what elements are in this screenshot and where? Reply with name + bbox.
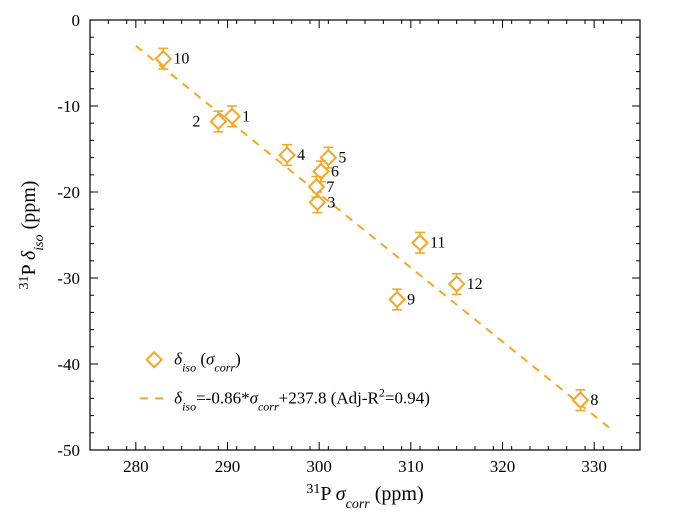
y-tick-label: 0 — [72, 11, 81, 30]
point-label: 8 — [590, 392, 598, 409]
data-point: 1 — [225, 106, 251, 127]
fit-line — [136, 46, 613, 431]
y-tick-label: -30 — [57, 269, 80, 288]
point-label: 11 — [430, 235, 445, 252]
scatter-chart: 280290300310320330-50-40-30-20-100123456… — [0, 0, 675, 519]
x-tick-label: 290 — [215, 457, 241, 476]
point-label: 5 — [338, 150, 346, 167]
x-axis-label: 31P σcorr (ppm) — [306, 482, 423, 512]
y-tick-label: -20 — [57, 183, 80, 202]
x-tick-label: 310 — [398, 457, 424, 476]
y-tick-label: -10 — [57, 97, 80, 116]
point-label: 4 — [297, 147, 305, 164]
point-label: 10 — [173, 51, 189, 68]
marker-diamond — [390, 292, 405, 307]
y-tick-label: -40 — [57, 355, 80, 374]
legend-item-label: δiso=-0.86*σcorr+237.8 (Adj-R2=0.94) — [174, 385, 430, 413]
point-label: 12 — [467, 276, 483, 293]
x-tick-label: 320 — [490, 457, 516, 476]
x-tick-label: 280 — [123, 457, 149, 476]
point-label: 7 — [326, 179, 334, 196]
marker-diamond — [156, 51, 171, 66]
y-tick-label: -50 — [57, 441, 80, 460]
point-label: 3 — [327, 194, 335, 211]
point-label: 1 — [242, 108, 250, 125]
point-label: 9 — [407, 292, 415, 309]
point-label: 6 — [331, 163, 339, 180]
x-tick-label: 300 — [306, 457, 332, 476]
marker-diamond — [573, 393, 588, 408]
data-point: 9 — [390, 289, 416, 310]
data-point: 12 — [449, 274, 483, 295]
x-tick-label: 330 — [581, 457, 607, 476]
marker-diamond — [413, 235, 428, 250]
legend: δiso (σcorr) δiso=-0.86*σcorr+237.8 (Adj-… — [140, 350, 430, 414]
marker-diamond — [449, 277, 464, 292]
y-axis-label: 31P δiso (ppm) — [17, 181, 47, 290]
point-label: 2 — [192, 113, 200, 130]
marker-diamond — [280, 148, 295, 163]
data-point: 11 — [413, 232, 446, 253]
data-point: 4 — [280, 145, 306, 166]
legend-item-label: δiso (σcorr) — [174, 350, 241, 375]
data-point: 8 — [573, 390, 599, 411]
